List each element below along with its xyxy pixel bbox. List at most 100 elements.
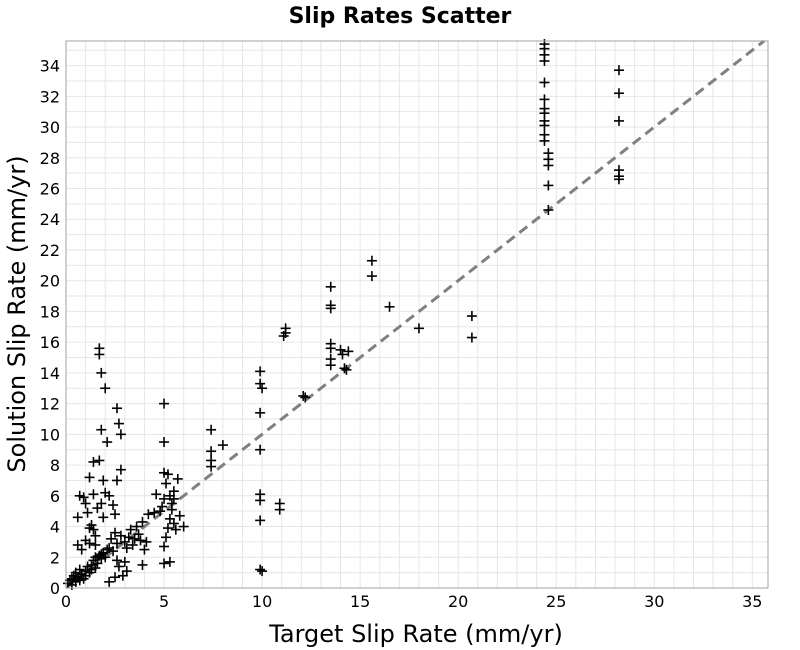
data-point — [337, 349, 348, 360]
data-point — [168, 518, 179, 529]
data-point — [74, 564, 85, 575]
data-point — [613, 115, 624, 126]
grid-lines — [66, 41, 768, 588]
data-point — [325, 281, 336, 292]
data-point — [539, 77, 550, 88]
data-point — [131, 521, 142, 532]
y-tick-label: 24 — [40, 210, 60, 229]
data-point — [159, 541, 170, 552]
data-point — [84, 538, 95, 549]
data-point — [102, 437, 113, 448]
plot-frame — [65, 40, 769, 589]
data-point — [86, 520, 97, 531]
data-point — [162, 469, 173, 480]
data-point — [466, 332, 477, 343]
y-tick-label: 32 — [40, 87, 60, 106]
data-point — [76, 544, 87, 555]
data-point — [159, 398, 170, 409]
data-point — [94, 455, 105, 466]
data-point — [343, 346, 354, 357]
data-point — [164, 556, 175, 567]
data-point — [613, 174, 624, 185]
data-point — [84, 472, 95, 483]
data-point — [325, 343, 336, 354]
data-point — [164, 490, 175, 501]
y-tick-label: 18 — [40, 302, 60, 321]
data-point — [113, 561, 124, 572]
y-tick-label: 22 — [40, 241, 60, 260]
data-point — [255, 515, 266, 526]
data-point — [162, 523, 173, 534]
data-point — [539, 94, 550, 105]
data-point — [100, 383, 111, 394]
data-point — [466, 311, 477, 322]
data-point — [166, 498, 177, 509]
y-axis-label: Solution Slip Rate (mm/yr) — [3, 155, 31, 472]
data-point — [613, 88, 624, 99]
data-point — [155, 506, 166, 517]
data-point — [96, 498, 107, 509]
data-point — [104, 576, 115, 587]
data-point — [257, 383, 268, 394]
reference-line-group — [65, 39, 766, 590]
data-point — [106, 533, 117, 544]
data-point — [170, 524, 181, 535]
data-point — [113, 418, 124, 429]
data-point — [206, 461, 217, 472]
data-point — [161, 478, 172, 489]
data-point — [104, 490, 115, 501]
data-point — [255, 444, 266, 455]
y-tick-label: 28 — [40, 149, 60, 168]
data-point — [543, 160, 554, 171]
data-point — [115, 530, 126, 541]
data-point — [255, 495, 266, 506]
y-tick-label: 20 — [40, 272, 60, 291]
data-point — [539, 55, 550, 66]
data-point — [613, 65, 624, 76]
data-point — [543, 180, 554, 191]
data-point — [143, 509, 154, 520]
data-point — [366, 271, 377, 282]
data-point — [125, 524, 136, 535]
data-point — [255, 407, 266, 418]
chart-title: Slip Rates Scatter — [289, 4, 512, 29]
x-tick-label: 25 — [546, 592, 566, 611]
data-point — [121, 543, 132, 554]
data-point — [298, 390, 309, 401]
data-point — [159, 437, 170, 448]
data-point — [139, 544, 150, 555]
data-point — [117, 570, 128, 581]
data-point — [149, 507, 160, 518]
x-tick-label: 5 — [159, 592, 169, 611]
data-point — [135, 535, 146, 546]
y-tick-label: 10 — [40, 425, 60, 444]
x-axis-label: Target Slip Rate (mm/yr) — [268, 620, 563, 648]
data-point — [111, 475, 122, 486]
data-point — [159, 558, 170, 569]
data-point — [300, 392, 311, 403]
data-point — [82, 507, 93, 518]
data-point — [78, 492, 89, 503]
data-point — [115, 429, 126, 440]
data-point — [137, 559, 148, 570]
data-points — [62, 39, 624, 590]
data-point — [102, 544, 113, 555]
data-point — [90, 530, 101, 541]
y-tick-label: 2 — [50, 548, 60, 567]
y-tick-label: 4 — [50, 518, 60, 537]
data-point — [94, 349, 105, 360]
data-point — [88, 489, 99, 500]
data-point — [413, 323, 424, 334]
data-point — [206, 424, 217, 435]
data-point — [325, 303, 336, 314]
data-point — [384, 301, 395, 312]
data-point — [255, 378, 266, 389]
data-point — [96, 367, 107, 378]
data-point — [539, 120, 550, 131]
data-point — [335, 344, 346, 355]
data-point — [217, 440, 228, 451]
data-point — [88, 457, 99, 468]
data-point — [257, 566, 268, 577]
